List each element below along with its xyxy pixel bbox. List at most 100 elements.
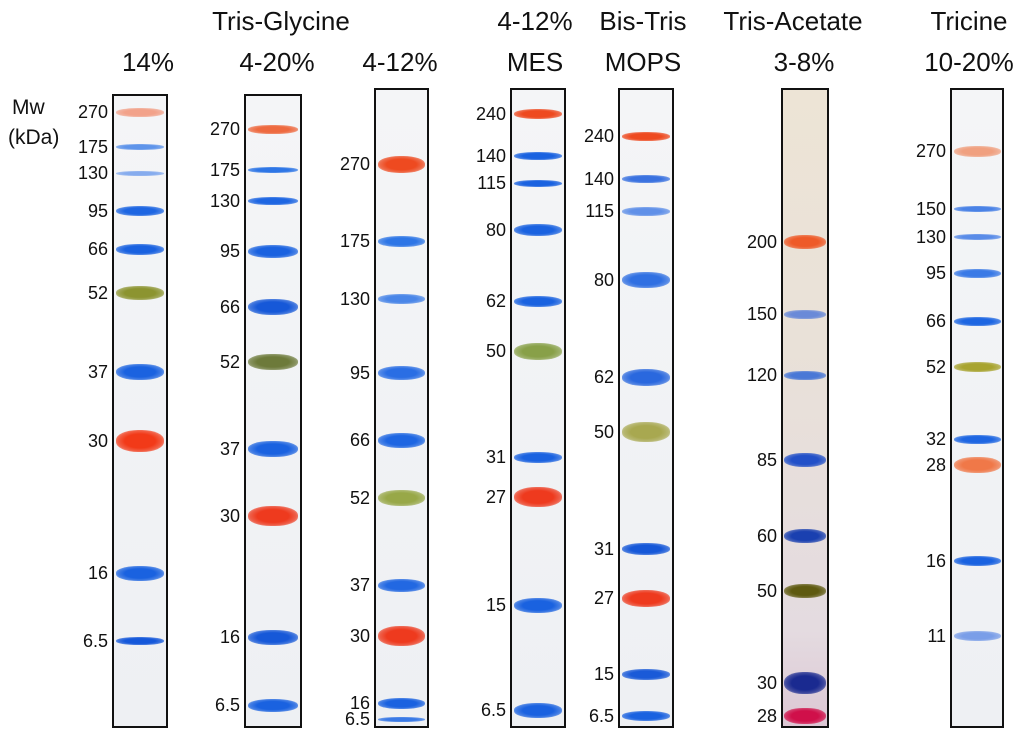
band-tg420-66 [247, 299, 299, 315]
mw-label-acetate-28: 28 [756, 706, 777, 726]
band-mops-62 [621, 368, 671, 386]
mw-label-tg14-37: 37 [87, 362, 108, 382]
band-mops-6-5 [621, 711, 671, 721]
mw-label-tg420-175: 175 [209, 160, 240, 180]
mw-label-mes-140: 140 [475, 146, 506, 166]
band-mes-50 [513, 342, 563, 360]
header-tris-glycine-group: Tris-Glycine [212, 6, 350, 36]
band-tg412-270 [377, 155, 426, 173]
mw-label-acetate-85: 85 [756, 450, 777, 470]
band-acetate-200 [784, 235, 826, 249]
band-acetate-85 [784, 453, 826, 467]
band-mes-6-5 [513, 702, 563, 718]
band-tg420-270 [247, 124, 299, 134]
band-tricine-11 [953, 631, 1001, 641]
band-tg14-95 [115, 206, 165, 216]
band-tg412-175 [377, 235, 426, 247]
band-acetate-50 [784, 584, 826, 598]
mw-label-acetate-60: 60 [756, 526, 777, 546]
gel-lane-tris-glycine-4-20 [244, 94, 302, 728]
band-tg412-30 [377, 626, 426, 646]
band-mops-27 [621, 589, 671, 607]
mw-label-tg14-270: 270 [77, 102, 108, 122]
band-tg412-37 [377, 578, 426, 592]
band-mes-115 [513, 179, 563, 187]
mw-label-tricine-270: 270 [915, 141, 946, 161]
band-mops-240 [621, 131, 671, 141]
band-tg420-37 [247, 441, 299, 457]
mw-label-acetate-200: 200 [746, 232, 777, 252]
mw-label-tg14-130: 130 [77, 163, 108, 183]
mw-label-tricine-28: 28 [925, 455, 946, 475]
mw-label-tricine-11: 11 [927, 626, 946, 646]
band-tg14-16 [115, 565, 165, 581]
mw-label-mops-240: 240 [583, 126, 614, 146]
band-tg14-130 [115, 170, 165, 176]
mw-label-tg412-270: 270 [339, 154, 370, 174]
mw-label-mes-50: 50 [485, 341, 506, 361]
gel-lane-tris-glycine-4-12 [374, 88, 429, 728]
mw-label-tg412-6-5: 6.5 [344, 709, 370, 729]
band-mes-31 [513, 451, 563, 463]
band-tricine-16 [953, 556, 1001, 566]
band-mops-115 [621, 206, 671, 216]
band-tg412-52 [377, 490, 426, 506]
mw-label-tg14-6-5: 6.5 [82, 631, 108, 651]
gel-lane-bis-tris-mes [510, 88, 566, 728]
mw-label-tg420-95: 95 [219, 241, 240, 261]
band-tg420-95 [247, 244, 299, 258]
mw-axis-title: Mw (kDa) [8, 93, 59, 153]
band-mes-62 [513, 295, 563, 307]
band-tg14-30 [115, 430, 165, 452]
mw-label: Mw [12, 96, 45, 119]
band-acetate-28 [784, 708, 826, 724]
band-tricine-32 [953, 434, 1001, 444]
band-tg420-52 [247, 354, 299, 370]
mw-label-tricine-52: 52 [925, 357, 946, 377]
band-tricine-95 [953, 268, 1001, 278]
mw-label-mops-15: 15 [593, 664, 614, 684]
mw-label-tricine-16: 16 [925, 551, 946, 571]
band-tg14-52 [115, 286, 165, 300]
mw-label-mops-80: 80 [593, 270, 614, 290]
mw-label-tg412-37: 37 [349, 575, 370, 595]
mw-label-tg412-175: 175 [339, 231, 370, 251]
band-tg14-175 [115, 144, 165, 150]
band-mes-80 [513, 224, 563, 236]
mw-label-tg420-270: 270 [209, 119, 240, 139]
band-acetate-150 [784, 309, 826, 319]
band-tg420-16 [247, 629, 299, 645]
band-mops-140 [621, 175, 671, 183]
mw-label-tg412-130: 130 [339, 289, 370, 309]
band-mops-50 [621, 422, 671, 442]
band-acetate-60 [784, 529, 826, 543]
band-tricine-150 [953, 206, 1001, 212]
mw-label-tg420-6-5: 6.5 [214, 695, 240, 715]
band-acetate-30 [784, 672, 826, 694]
band-tg420-30 [247, 506, 299, 526]
mw-label-mops-140: 140 [583, 169, 614, 189]
mw-label-tricine-32: 32 [925, 429, 946, 449]
mw-label-tg14-175: 175 [77, 137, 108, 157]
band-mops-31 [621, 543, 671, 555]
mw-label-mes-31: 31 [485, 447, 506, 467]
mw-label-acetate-120: 120 [746, 365, 777, 385]
header-mes-bottom: MES [506, 47, 564, 77]
mw-label-mes-27: 27 [485, 487, 506, 507]
band-tg412-16 [377, 697, 426, 709]
mw-label-tg420-66: 66 [219, 297, 240, 317]
band-tg420-175 [247, 167, 299, 173]
mw-label-tg412-30: 30 [349, 626, 370, 646]
band-tg14-66 [115, 243, 165, 255]
band-tg412-66 [377, 432, 426, 448]
mw-label-tg412-66: 66 [349, 430, 370, 450]
band-mes-15 [513, 597, 563, 613]
header-tricine-bottom: 10-20% [924, 47, 1014, 77]
mw-label-tg412-16: 16 [349, 693, 370, 713]
band-tricine-130 [953, 234, 1001, 240]
mw-label-acetate-150: 150 [746, 304, 777, 324]
band-tg412-95 [377, 366, 426, 380]
header-acetate-bottom: 3-8% [773, 47, 835, 77]
gel-lane-tricine [950, 88, 1004, 728]
